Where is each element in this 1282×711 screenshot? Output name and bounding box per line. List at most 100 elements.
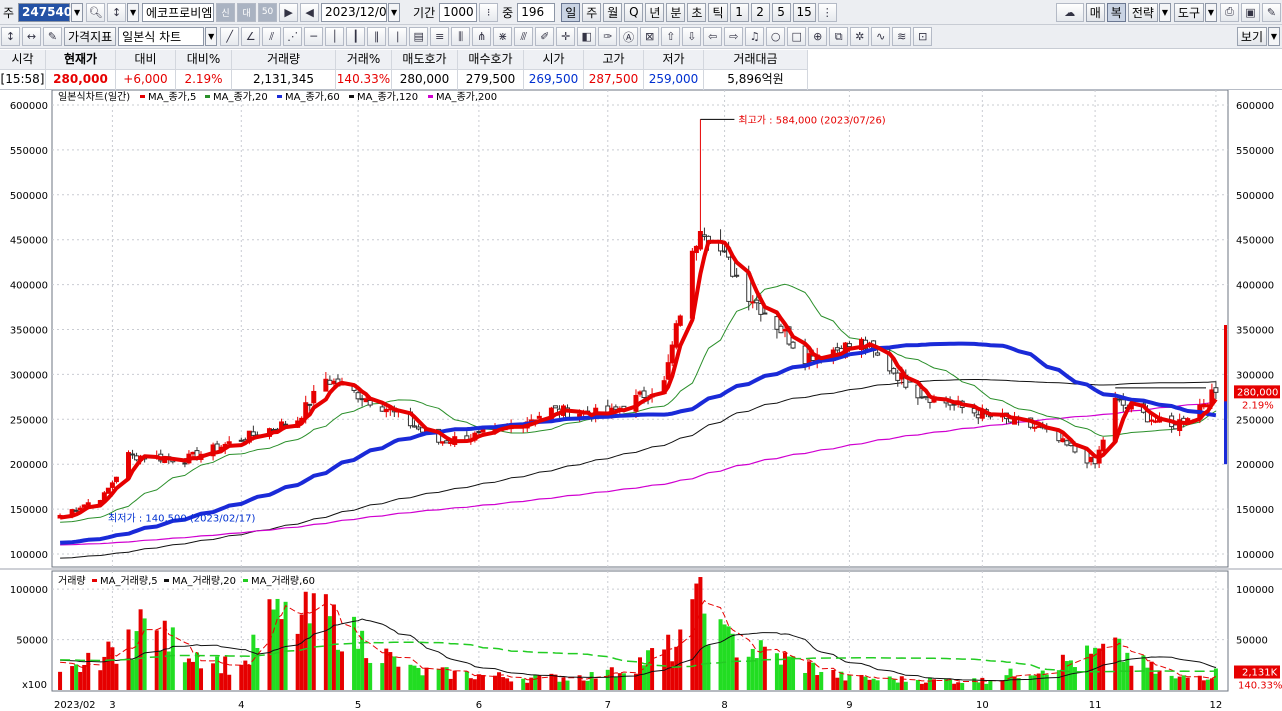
view-button[interactable]: 보기 xyxy=(1236,27,1267,46)
print-icon[interactable]: ⎙ xyxy=(1220,2,1239,22)
brush-icon[interactable]: ✑ xyxy=(598,27,618,46)
stock-name-field[interactable]: 에코프로비엠 xyxy=(142,2,215,22)
date-input[interactable]: 2023/12/01 xyxy=(321,2,394,22)
candle-body xyxy=(778,325,784,334)
volume-ma-5 xyxy=(60,599,1217,683)
arrow-down-icon[interactable]: ⇩ xyxy=(682,27,702,46)
interval-week-button[interactable]: 주 xyxy=(582,2,602,22)
angle-icon[interactable]: ∠ xyxy=(241,27,261,46)
quote-header-cell: 대비% xyxy=(176,50,232,70)
tools-dropdown-icon[interactable]: ▼ xyxy=(1205,2,1217,22)
interval-2-button[interactable]: 2 xyxy=(750,2,770,22)
vline-icon[interactable]: │ xyxy=(325,27,345,46)
interval-year-button[interactable]: 년 xyxy=(645,2,665,22)
price-pane[interactable] xyxy=(51,90,1229,568)
hline-icon[interactable]: ─ xyxy=(304,27,324,46)
wave-icon[interactable]: ∿ xyxy=(871,27,891,46)
search-icon[interactable]: 🔍︎ xyxy=(86,2,106,22)
volume-bar xyxy=(895,682,900,690)
grid-lines-icon[interactable]: ┃ xyxy=(346,27,366,46)
chart-type-dropdown-icon[interactable]: ▼ xyxy=(205,27,218,46)
stock-chart[interactable]: 100000 100000 150000 150000 200000 200000 2500… xyxy=(0,90,1282,711)
gear-icon[interactable]: ✲ xyxy=(850,27,870,46)
code-dropdown-icon[interactable]: ▼ xyxy=(71,2,84,22)
note-icon[interactable]: ♫ xyxy=(745,27,765,46)
arrow-left-right-icon[interactable]: ↔ xyxy=(22,27,41,46)
interval-second-button[interactable]: 초 xyxy=(687,2,707,22)
arrow-up-icon[interactable]: ⇧ xyxy=(661,27,681,46)
zoom-icon[interactable]: ⊕ xyxy=(808,27,828,46)
gann-icon[interactable]: ⋇ xyxy=(493,27,513,46)
pitchfork-icon[interactable]: ⋔ xyxy=(472,27,492,46)
trendline-icon[interactable]: ╱ xyxy=(220,27,240,46)
volume-bar xyxy=(283,601,288,690)
ellipse-icon[interactable]: ○ xyxy=(766,27,786,46)
play-icon[interactable]: ▶ xyxy=(279,2,299,22)
interval-settings-icon[interactable]: ⋮ xyxy=(817,2,837,22)
strategy-dropdown-icon[interactable]: ▼ xyxy=(1158,2,1171,22)
strategy-button[interactable]: 전략 xyxy=(1127,2,1158,22)
arrow-up-down-icon[interactable]: ↕ xyxy=(1,27,20,46)
crosshair-icon[interactable]: ✛ xyxy=(556,27,576,46)
channel-icon[interactable]: ⫽ xyxy=(262,27,282,46)
wrench-icon[interactable]: ✎ xyxy=(1262,2,1281,22)
count-input[interactable]: 196 xyxy=(517,2,556,22)
volume-bar xyxy=(956,682,961,690)
view-dropdown-icon[interactable]: ▼ xyxy=(1268,27,1280,46)
sort-dropdown-icon[interactable]: ▼ xyxy=(127,2,140,22)
fan-icon[interactable]: ⋰ xyxy=(283,27,303,46)
interval-1-button[interactable]: 1 xyxy=(729,2,749,22)
date-dropdown-icon[interactable]: ▼ xyxy=(388,2,401,22)
volume-bar xyxy=(1197,675,1202,690)
table-icon[interactable]: ▤ xyxy=(409,27,429,46)
volume-bar xyxy=(493,675,498,690)
arrow-left-icon[interactable]: ⇦ xyxy=(703,27,723,46)
candle-body xyxy=(323,378,329,392)
interval-tick-button[interactable]: 틱 xyxy=(708,2,728,22)
save-icon[interactable]: ▣ xyxy=(1241,2,1260,22)
volume-bar xyxy=(138,609,143,690)
interval-minute-button[interactable]: 분 xyxy=(666,2,686,22)
multi-button[interactable]: 복 xyxy=(1106,2,1126,22)
volume-bar xyxy=(581,680,586,690)
buy-button[interactable]: 매 xyxy=(1085,2,1105,22)
chart-axes: 100000 100000 150000 150000 200000 200000 2500… xyxy=(10,101,1274,711)
volume-bar xyxy=(927,677,932,690)
vol-tick-label-left: 50000 xyxy=(16,636,48,647)
fibo-icon[interactable]: ≡ xyxy=(430,27,450,46)
color-icon[interactable]: ◧ xyxy=(577,27,597,46)
wave2-icon[interactable]: ≋ xyxy=(892,27,912,46)
stock-code-input[interactable]: 247540 xyxy=(18,2,72,22)
volume-bar xyxy=(106,641,111,690)
edit-icon[interactable]: ✎ xyxy=(43,27,62,46)
indicator-button[interactable]: 가격지표 xyxy=(64,27,117,46)
y-tick-label-left: 400000 xyxy=(10,281,48,292)
delete-icon[interactable]: ⊠ xyxy=(640,27,660,46)
export-icon[interactable]: ⊡ xyxy=(913,27,933,46)
text-icon[interactable]: Ⓐ xyxy=(619,27,639,46)
interval-5-button[interactable]: 5 xyxy=(771,2,791,22)
cloud-icon[interactable]: ☁ xyxy=(1055,2,1084,22)
fibo-time-icon[interactable]: ∥ xyxy=(367,27,387,46)
interval-day-button[interactable]: 일 xyxy=(561,2,581,22)
arrow-right-icon[interactable]: ⇨ xyxy=(724,27,744,46)
chart-type-select[interactable]: 일본식 차트 xyxy=(118,27,205,46)
candle-body xyxy=(363,398,369,403)
zoom-region-icon[interactable]: ⧉ xyxy=(829,27,849,46)
sort-icon[interactable]: ↕ xyxy=(107,2,127,22)
regression-icon[interactable]: ⫻ xyxy=(514,27,534,46)
interval-15-button[interactable]: 15 xyxy=(792,2,816,22)
rewind-icon[interactable]: ◀ xyxy=(300,2,320,22)
pen-icon[interactable]: ✐ xyxy=(535,27,555,46)
volume-bar xyxy=(380,663,385,690)
tools-button[interactable]: 도구 xyxy=(1173,2,1204,22)
spinner-icon[interactable]: ⁝ xyxy=(479,2,499,22)
bars-icon[interactable]: ⫼ xyxy=(451,27,471,46)
candle-body xyxy=(669,344,675,364)
volume-bar xyxy=(638,657,642,690)
interval-quarter-button[interactable]: Q xyxy=(624,2,644,22)
rect-icon[interactable]: □ xyxy=(787,27,807,46)
interval-month-button[interactable]: 월 xyxy=(603,2,623,22)
cycle-icon[interactable]: ∣ xyxy=(388,27,408,46)
period-input[interactable]: 1000 xyxy=(439,2,478,22)
